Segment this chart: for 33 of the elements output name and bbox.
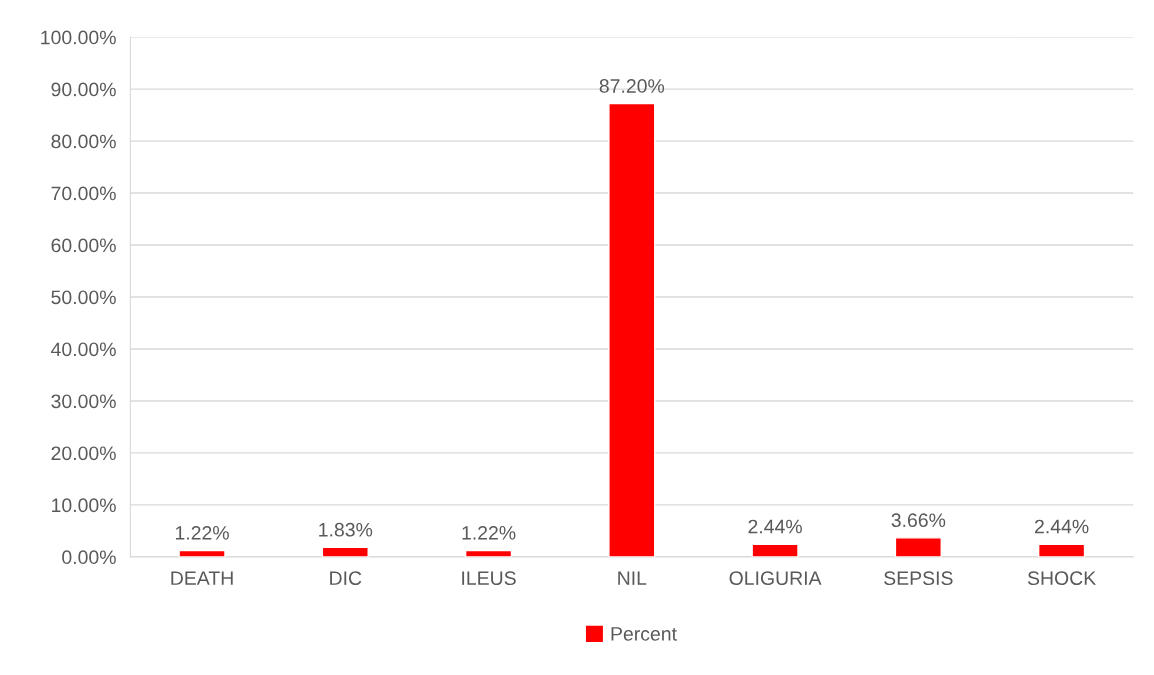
- data-label: 87.20%: [599, 79, 665, 93]
- x-tick-label: OLIGURIA: [729, 571, 822, 586]
- bar: [608, 102, 656, 557]
- y-tick-label: 30.00%: [51, 394, 116, 409]
- y-tick-label: 20.00%: [51, 446, 116, 461]
- bar: [464, 549, 513, 557]
- data-label: 3.66%: [891, 513, 946, 528]
- data-label: 1.22%: [175, 525, 229, 540]
- x-tick-label: DIC: [330, 571, 362, 586]
- y-tick-label: 90.00%: [51, 82, 116, 97]
- y-tick-label: 80.00%: [51, 134, 116, 149]
- y-tick-label: 50.00%: [51, 290, 116, 305]
- y-tick-label: 60.00%: [51, 238, 116, 253]
- bar: [751, 543, 799, 557]
- y-tick-label: 40.00%: [51, 342, 116, 357]
- data-label: 2.44%: [1035, 519, 1089, 534]
- x-tick-label: NIL: [618, 571, 647, 585]
- y-tick-label: 10.00%: [52, 498, 116, 513]
- x-tick-label: SHOCK: [1027, 571, 1096, 586]
- data-label: 1.83%: [319, 522, 373, 537]
- y-tick-label: 100.00%: [41, 30, 116, 45]
- x-tick-label: ILEUS: [462, 571, 516, 586]
- bar: [178, 549, 226, 557]
- legend-label: Percent: [611, 627, 677, 641]
- y-tick-label: 0.00%: [62, 550, 116, 565]
- x-tick-label: SEPSIS: [884, 571, 953, 586]
- bar: [1037, 543, 1086, 557]
- x-tick-label: DEATH: [171, 571, 233, 585]
- bar: [321, 546, 369, 557]
- data-label: 1.22%: [462, 525, 516, 540]
- data-label: 2.44%: [748, 519, 802, 534]
- y-tick-label: 70.00%: [51, 186, 116, 201]
- bar: [894, 537, 942, 557]
